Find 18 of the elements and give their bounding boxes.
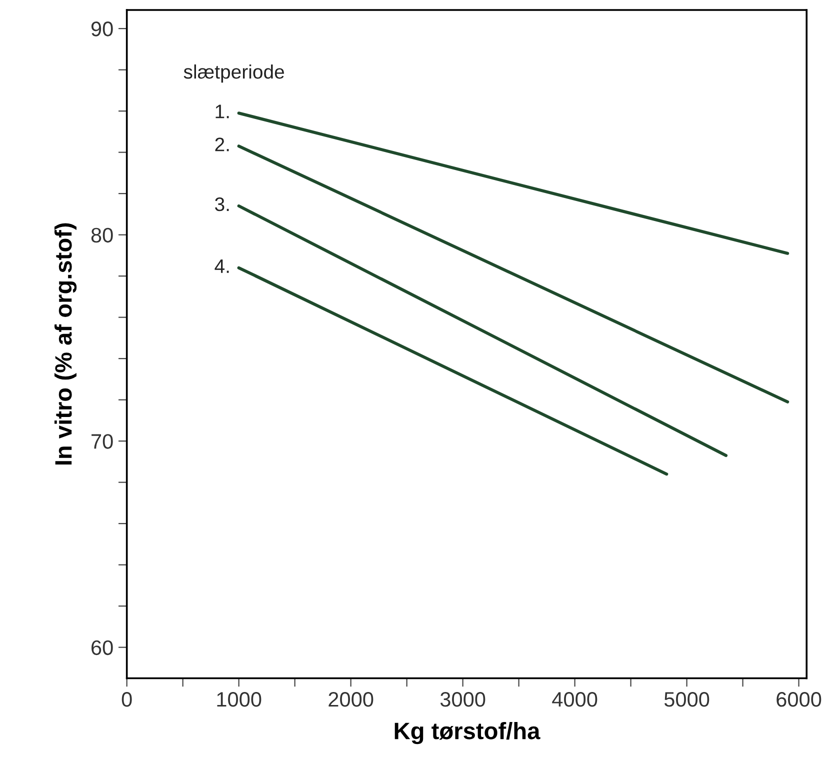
series-label: 2. bbox=[215, 138, 229, 152]
x-axis-title: Kg tørstof/ha bbox=[394, 722, 540, 744]
x-tick-label: 2000 bbox=[328, 692, 374, 707]
legend-title: slætperiode bbox=[184, 64, 284, 83]
x-tick-label: 3000 bbox=[440, 692, 486, 707]
x-tick-label: 1000 bbox=[217, 692, 262, 707]
y-tick-label: 90 bbox=[91, 22, 113, 36]
x-tick-label: 0 bbox=[122, 692, 132, 707]
series-label: 3. bbox=[215, 197, 229, 212]
y-tick-label: 70 bbox=[92, 434, 113, 449]
series-label: 1. bbox=[216, 104, 229, 118]
x-tick-label: 5000 bbox=[664, 692, 710, 707]
x-tick-label: 4000 bbox=[552, 692, 598, 707]
y-axis-title: In vitro (% af org.stof) bbox=[54, 223, 77, 465]
y-tick-label: 60 bbox=[92, 640, 113, 656]
y-tick-label: 80 bbox=[91, 228, 113, 243]
x-tick-label: 6000 bbox=[776, 692, 822, 707]
series-label: 4. bbox=[214, 259, 229, 273]
